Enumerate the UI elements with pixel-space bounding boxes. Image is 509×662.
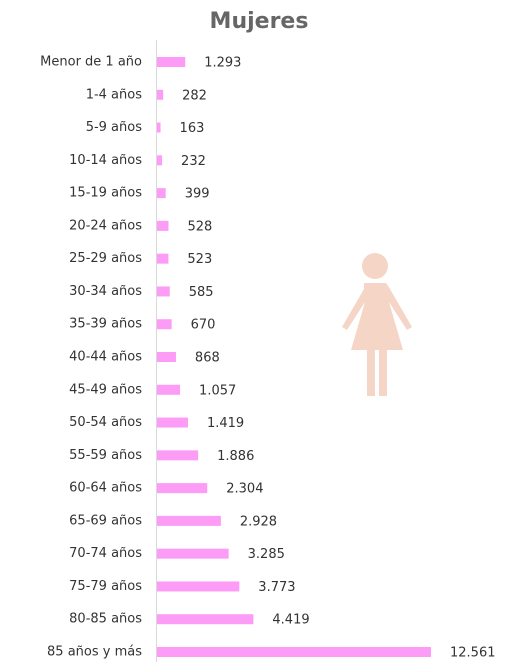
category-label: 70-74 años	[69, 546, 142, 561]
value-label: 3.773	[258, 580, 295, 595]
value-label: 4.419	[272, 613, 309, 628]
bar	[157, 89, 164, 100]
category-label: 55-59 años	[69, 448, 142, 463]
category-label: 25-29 años	[69, 251, 142, 266]
bar	[157, 614, 254, 625]
value-label: 868	[195, 351, 220, 366]
category-label: 80-85 años	[69, 612, 142, 627]
category-label: 30-34 años	[69, 284, 142, 299]
bar	[157, 384, 181, 395]
value-label: 1.419	[207, 416, 244, 431]
bar	[157, 450, 199, 461]
value-label: 1.293	[204, 56, 241, 71]
category-label: 50-54 años	[69, 415, 142, 430]
bar	[157, 286, 170, 297]
value-label: 163	[180, 121, 205, 136]
bar	[157, 548, 229, 559]
value-label: 670	[191, 318, 216, 333]
bar	[157, 647, 431, 657]
category-label: Menor de 1 año	[40, 55, 142, 70]
value-label: 282	[182, 88, 207, 103]
value-label: 2.928	[240, 514, 277, 529]
value-label: 3.285	[248, 547, 285, 562]
category-label: 5-9 años	[86, 120, 143, 135]
category-label: 35-39 años	[69, 317, 142, 332]
bar	[157, 57, 186, 67]
value-label: 523	[187, 252, 212, 267]
bar	[157, 417, 188, 428]
category-label: 45-49 años	[69, 382, 142, 397]
bar	[157, 188, 166, 199]
bar	[157, 483, 208, 494]
category-label: 15-19 años	[69, 186, 142, 201]
value-label: 2.304	[226, 482, 263, 497]
bar	[157, 515, 221, 526]
category-label: 65-69 años	[69, 513, 142, 528]
value-label: 1.057	[199, 383, 236, 398]
bar	[157, 253, 169, 264]
category-label: 75-79 años	[69, 579, 142, 594]
category-label: 1-4 años	[86, 87, 143, 102]
category-label: 40-44 años	[69, 350, 142, 365]
category-label: 60-64 años	[69, 481, 142, 496]
value-label: 1.886	[217, 449, 254, 464]
bar	[157, 581, 240, 592]
value-label: 12.561	[450, 646, 496, 661]
value-label: 232	[181, 154, 206, 169]
value-label: 585	[189, 285, 214, 300]
bar	[157, 155, 163, 166]
bar	[157, 122, 161, 133]
bar	[157, 352, 176, 362]
value-label: 528	[188, 219, 213, 234]
woman-icon	[342, 253, 412, 396]
category-label: 10-14 años	[69, 153, 142, 168]
category-label: 85 años y más	[47, 645, 142, 660]
value-label: 399	[185, 187, 210, 202]
bar	[157, 319, 172, 330]
category-label: 20-24 años	[69, 218, 142, 233]
bar	[157, 220, 169, 231]
chart-title: Mujeres	[210, 9, 309, 34]
